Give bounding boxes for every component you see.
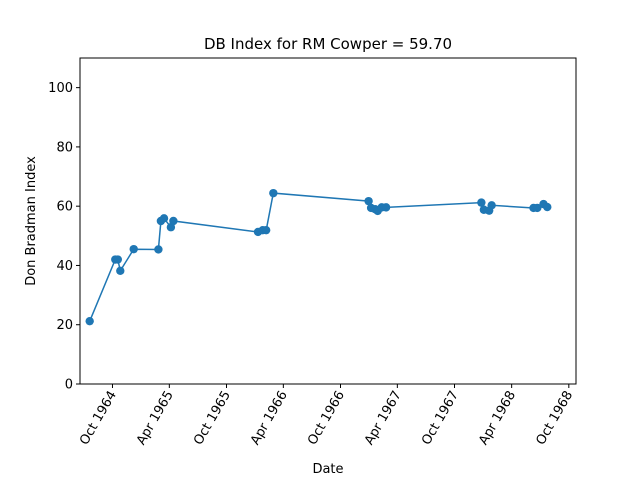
x-tick-label: Apr 1966 bbox=[248, 389, 291, 448]
chart-title: DB Index for RM Cowper = 59.70 bbox=[204, 35, 452, 53]
data-point bbox=[381, 203, 391, 212]
y-tick-label: 60 bbox=[56, 200, 73, 215]
data-point bbox=[261, 225, 271, 235]
y-tick-label: 100 bbox=[48, 81, 73, 96]
data-point bbox=[85, 316, 94, 326]
plot-area bbox=[79, 57, 577, 385]
y-tick-label: 80 bbox=[56, 140, 73, 155]
x-tick-label: Oct 1966 bbox=[305, 389, 348, 448]
y-tick-label: 40 bbox=[56, 259, 73, 274]
y-tick-label: 20 bbox=[56, 318, 73, 333]
data-point bbox=[116, 266, 125, 275]
data-point bbox=[269, 188, 278, 198]
x-tick-label: Oct 1965 bbox=[191, 389, 234, 448]
data-point bbox=[113, 255, 122, 264]
data-point bbox=[477, 198, 486, 207]
series-layer bbox=[85, 188, 552, 326]
y-tick-label: 0 bbox=[65, 378, 73, 393]
data-point bbox=[543, 202, 552, 212]
y-axis: 0 20 40 60 80 100 bbox=[48, 81, 80, 393]
x-axis: Oct 1964 Apr 1965 Oct 1965 Apr 1966 Oct 1966… bbox=[77, 384, 576, 448]
data-point bbox=[159, 214, 169, 223]
data-point bbox=[533, 203, 542, 213]
data-point bbox=[129, 244, 138, 254]
y-axis-title: Don Bradman Index bbox=[24, 156, 39, 286]
data-point bbox=[169, 216, 178, 226]
x-tick-label: Apr 1967 bbox=[362, 389, 405, 448]
x-tick-label: Apr 1965 bbox=[134, 389, 177, 448]
x-tick-label: Oct 1967 bbox=[419, 389, 462, 448]
series-line bbox=[89, 192, 548, 322]
x-axis-title: Date bbox=[312, 462, 343, 477]
data-point bbox=[154, 245, 163, 254]
x-tick-label: Oct 1964 bbox=[77, 389, 120, 448]
x-tick-label: Oct 1968 bbox=[533, 389, 576, 448]
x-tick-label: Apr 1968 bbox=[476, 389, 519, 448]
data-point bbox=[364, 196, 373, 206]
data-point bbox=[487, 201, 496, 210]
